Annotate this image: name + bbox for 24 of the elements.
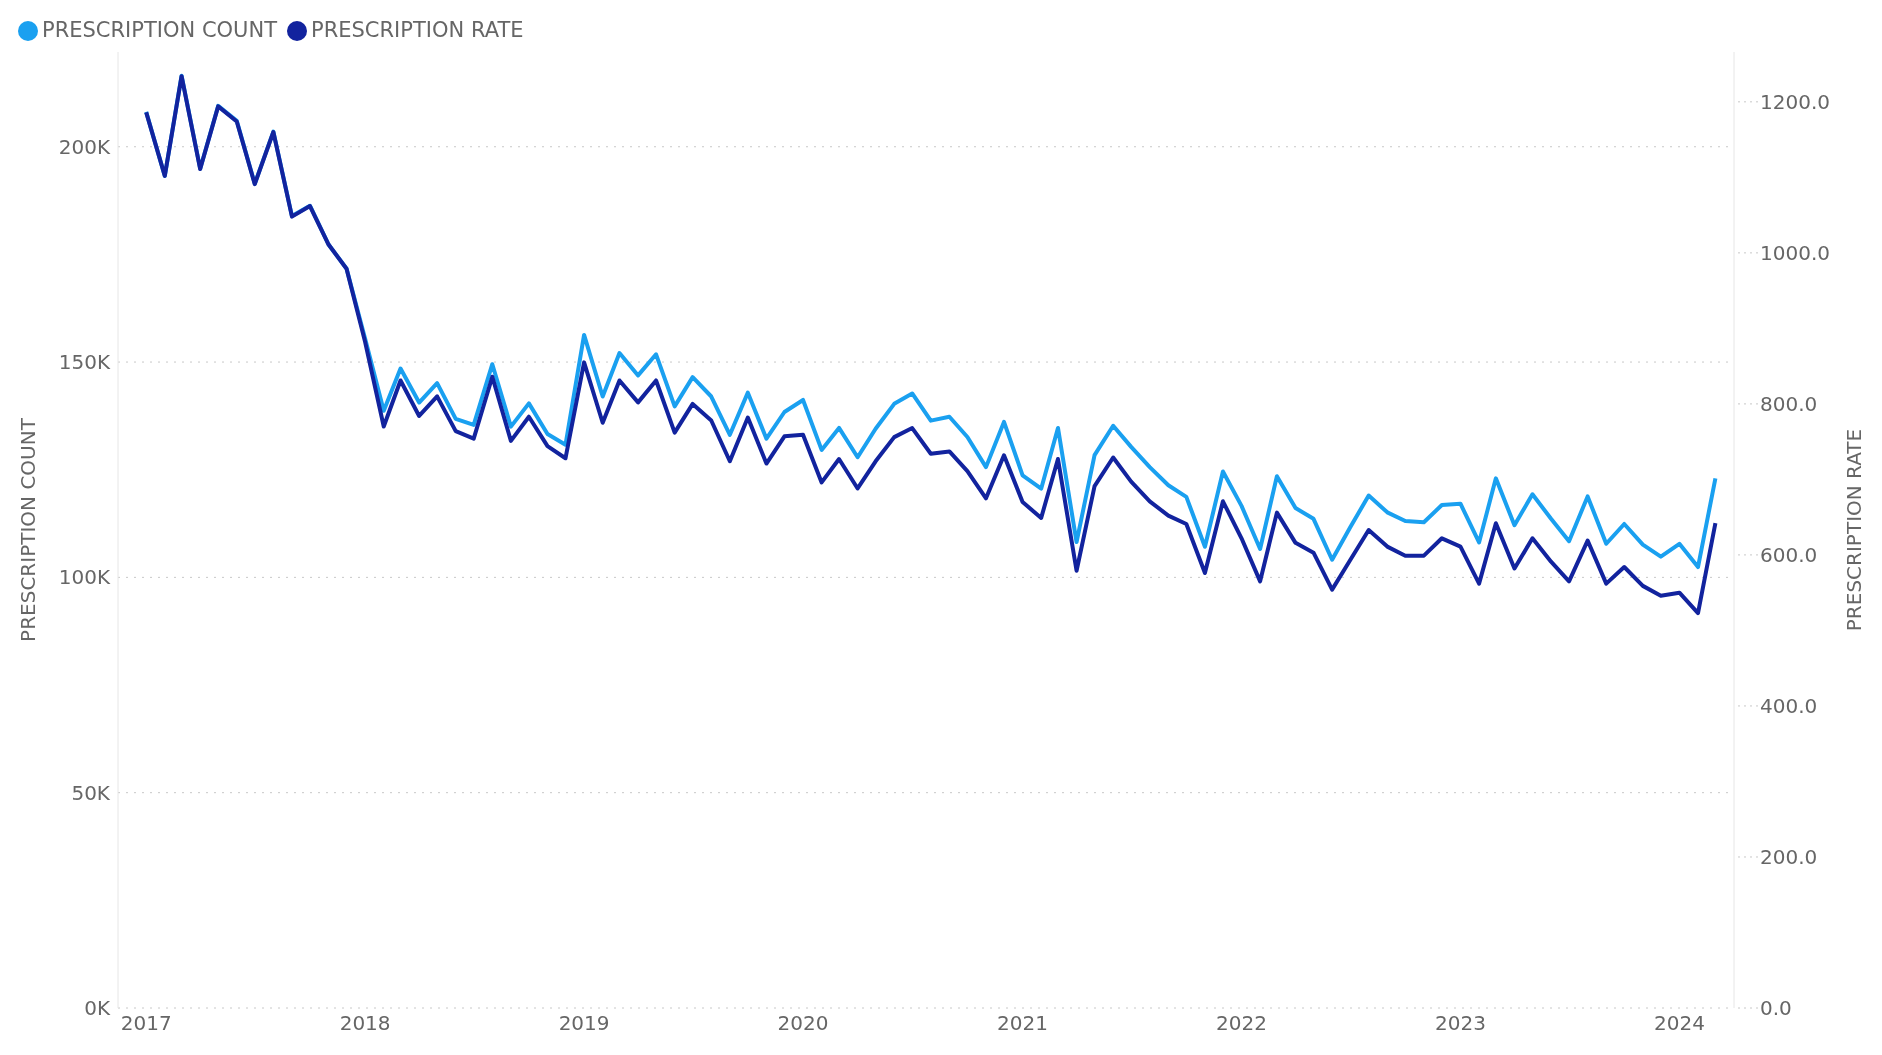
- y2-tick-label: 800.0: [1760, 391, 1818, 416]
- x-tick-label: 2021: [997, 1011, 1049, 1036]
- x-tick-label: 2018: [339, 1011, 391, 1036]
- y-axis-title: PRESCRIPTION COUNT: [16, 417, 41, 642]
- x-tick-label: 2022: [1216, 1011, 1267, 1036]
- x-tick-label: 2017: [120, 1011, 172, 1036]
- y-tick-label: 100K: [58, 565, 111, 590]
- legend-label: PRESCRIPTION COUNT: [42, 18, 277, 42]
- y2-tick-label: 600.0: [1760, 543, 1818, 568]
- x-tick-label: 2023: [1435, 1011, 1486, 1036]
- x-tick-label: 2020: [777, 1011, 829, 1036]
- y-tick-label: 150K: [58, 350, 111, 375]
- legend-label: PRESCRIPTION RATE: [311, 18, 524, 42]
- y2-tick-label: 400.0: [1760, 694, 1818, 719]
- y-tick-label: 0K: [84, 996, 111, 1021]
- y2-tick-label: 1000.0: [1760, 240, 1830, 265]
- y-tick-label: 50K: [71, 780, 111, 805]
- y2-tick-label: 200.0: [1760, 845, 1818, 870]
- y2-tick-label: 0.0: [1760, 996, 1792, 1021]
- x-tick-label: 2019: [558, 1011, 610, 1036]
- y-tick-label: 200K: [58, 134, 111, 159]
- y2-axis-title: PRESCRIPTION RATE: [1842, 428, 1867, 632]
- x-tick-label: 2024: [1653, 1011, 1705, 1036]
- y2-tick-label: 1200.0: [1760, 89, 1830, 114]
